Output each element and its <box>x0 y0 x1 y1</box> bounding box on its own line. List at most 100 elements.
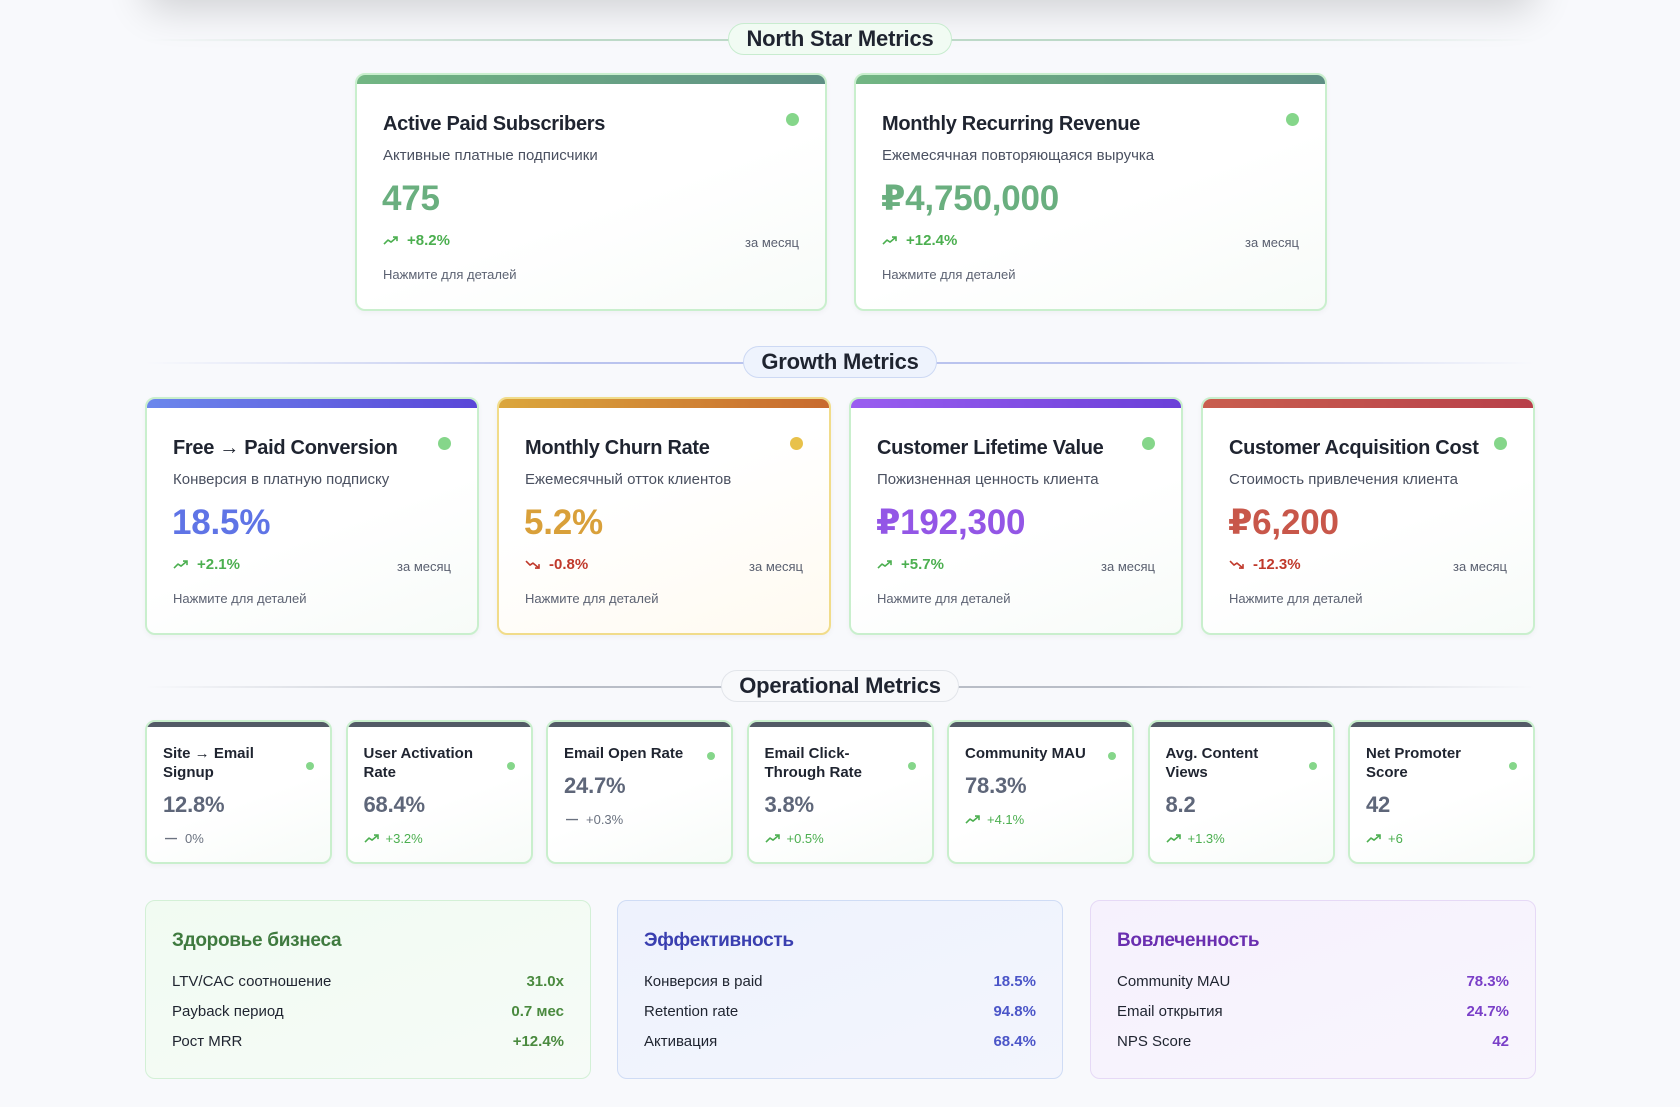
panel-row-value: 0.7 мес <box>511 1003 564 1020</box>
panel-row-label: Email открытия <box>1117 1003 1223 1020</box>
card-value: 18.5% <box>172 503 271 542</box>
panel-row-label: Retention rate <box>644 1003 739 1020</box>
operational-card-email-open-rate[interactable]: Email Open Rate 24.7% +0.3% <box>546 720 733 864</box>
metric-card-customer-acquisition-cost[interactable]: Customer Acquisition Cost Стоимость привл… <box>1201 397 1535 635</box>
card-title: Monthly Recurring Revenue <box>882 113 1141 135</box>
panel-row: Активация 68.4% <box>644 1033 1036 1050</box>
card-title: Active Paid Subscribers <box>383 113 606 135</box>
trend-up-icon <box>965 815 980 824</box>
panel-row-value: 78.3% <box>1466 973 1509 990</box>
trend-period: за месяц <box>1453 559 1507 574</box>
card-trend: -0.8% <box>525 556 588 573</box>
details-hint[interactable]: Нажмите для деталей <box>383 267 517 282</box>
card-value: 12.8% <box>163 792 225 817</box>
operational-card-email-click-through-rate[interactable]: Email Click-Through Rate 3.8% +0.5% <box>746 720 934 864</box>
trend-up-icon <box>363 834 379 843</box>
panel-row: LTV/CAC соотношение 31.0x <box>172 973 564 990</box>
trend-value: -0.8% <box>549 556 589 573</box>
operational-card-user-activation-rate[interactable]: User Activation Rate 68.4% +3.2% <box>345 720 533 864</box>
trend-up-icon <box>882 236 897 245</box>
card-title: Community MAU <box>965 745 1086 762</box>
card-accent-bar <box>147 399 477 408</box>
trend-value: +3.2% <box>385 831 423 846</box>
status-dot-icon <box>907 762 916 770</box>
panel-row: Community MAU 78.3% <box>1117 973 1509 990</box>
trend-value: +1.3% <box>1187 831 1225 846</box>
card-trend: +6 <box>1366 831 1403 846</box>
card-trend: +0.3% <box>564 812 623 827</box>
operational-card-community-mau[interactable]: Community MAU 78.3% +4.1% <box>947 720 1134 864</box>
card-value: 5.2% <box>524 503 603 542</box>
operational-card-site-email-signup[interactable]: Site → Email Signup 12.8% 0% <box>145 720 332 864</box>
card-accent-bar <box>856 75 1325 84</box>
trend-up-icon <box>764 834 780 843</box>
card-trend: +3.2% <box>363 831 423 846</box>
panel-row: Retention rate 94.8% <box>644 1003 1036 1020</box>
panel-row-label: NPS Score <box>1117 1033 1192 1050</box>
card-title: Email Click-Through Rate <box>764 745 863 781</box>
card-trend: +8.2% <box>383 232 450 249</box>
trend-up-icon <box>877 560 892 569</box>
panel-row-label: Конверсия в paid <box>644 973 763 990</box>
panel-row: Email открытия 24.7% <box>1117 1003 1509 1020</box>
panel-row-label: Рост MRR <box>172 1033 243 1050</box>
trend-period: за месяц <box>749 559 803 574</box>
panel-row-value: 31.0x <box>526 973 564 990</box>
card-subtitle: Активные платные подписчики <box>383 147 598 164</box>
operational-card-avg-content-views[interactable]: Avg. Content Views 8.2 +1.3% <box>1147 720 1335 864</box>
status-dot-icon <box>1142 437 1155 450</box>
panel-row: Payback период 0.7 мес <box>172 1003 564 1020</box>
trend-up-icon <box>383 236 398 245</box>
metric-card-customer-lifetime-value[interactable]: Customer Lifetime Value Пожизненная ценно… <box>849 397 1183 635</box>
trend-period: за месяц <box>397 559 451 574</box>
panel-row-label: Payback период <box>172 1003 284 1020</box>
panel-title: Эффективность <box>644 930 794 951</box>
card-accent-bar <box>1350 722 1533 727</box>
status-dot-icon <box>1286 113 1299 126</box>
operational-card-net-promoter-score[interactable]: Net Promoter Score 42 +6 <box>1348 720 1535 864</box>
panel-title: Вовлеченность <box>1117 930 1260 951</box>
trend-period: за месяц <box>745 235 799 250</box>
section-title: North Star Metrics <box>728 23 952 55</box>
panel-row-value: 94.8% <box>993 1003 1036 1020</box>
metric-card-monthly-recurring-revenue[interactable]: Monthly Recurring Revenue Ежемесячная пов… <box>854 73 1327 311</box>
trend-up-icon <box>1165 834 1181 843</box>
metric-card-active-paid-subscribers[interactable]: Active Paid Subscribers Активные платные … <box>355 73 827 311</box>
trend-down-icon <box>1229 560 1244 569</box>
trend-value: -12.3% <box>1253 556 1301 573</box>
card-value: 3.8% <box>764 792 815 817</box>
status-dot-icon <box>1108 752 1116 760</box>
section-header-growth: Growth Metrics <box>145 345 1535 379</box>
details-hint[interactable]: Нажмите для деталей <box>1229 591 1363 606</box>
details-hint[interactable]: Нажмите для деталей <box>877 591 1011 606</box>
card-trend: +12.4% <box>882 232 957 249</box>
trend-period: за месяц <box>1101 559 1155 574</box>
card-title: Net Promoter Score <box>1366 745 1462 781</box>
status-dot-icon <box>790 437 803 450</box>
section-title: Operational Metrics <box>721 670 959 702</box>
card-value: 8.2 <box>1165 792 1196 817</box>
trend-value: +0.3% <box>586 812 624 827</box>
card-accent-bar <box>548 722 731 727</box>
metric-card-monthly-churn-rate[interactable]: Monthly Churn Rate Ежемесячный отток клие… <box>497 397 831 635</box>
panel-row-value: 42 <box>1492 1033 1509 1050</box>
card-value: 475 <box>382 179 440 218</box>
trend-value: +2.1% <box>197 556 240 573</box>
metric-card-free-paid-conversion[interactable]: Free → Paid Conversion Конверсия в платну… <box>145 397 479 635</box>
panel-row-value: 24.7% <box>1466 1003 1509 1020</box>
summary-panel-efficiency: Эффективность Конверсия в paid 18.5% Retent… <box>617 900 1063 1079</box>
card-accent-bar <box>147 722 330 727</box>
panel-row-label: Community MAU <box>1117 973 1231 990</box>
trend-value: 0% <box>185 831 204 846</box>
panel-row-value: +12.4% <box>512 1033 564 1050</box>
details-hint[interactable]: Нажмите для деталей <box>173 591 307 606</box>
trend-value: +8.2% <box>407 232 450 249</box>
card-title: Site → Email Signup <box>163 745 254 781</box>
card-subtitle: Ежемесячный отток клиентов <box>525 471 732 488</box>
details-hint[interactable]: Нажмите для деталей <box>525 591 659 606</box>
card-accent-bar <box>347 722 531 727</box>
trend-up-icon <box>1366 834 1381 843</box>
trend-up-icon <box>173 560 188 569</box>
card-accent-bar <box>1149 722 1333 727</box>
details-hint[interactable]: Нажмите для деталей <box>882 267 1016 282</box>
